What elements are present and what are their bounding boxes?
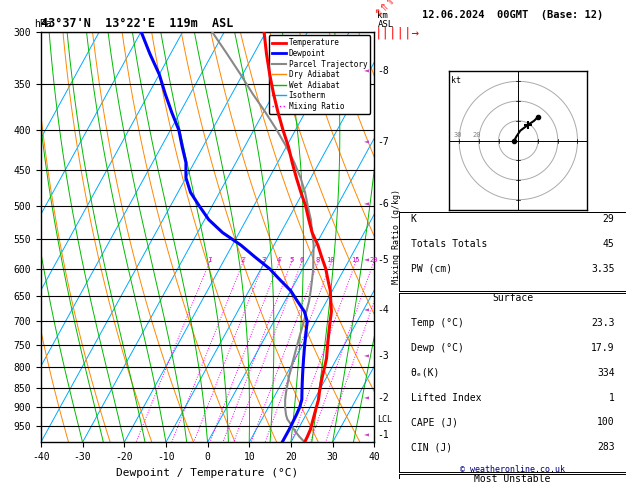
Text: Lifted Index: Lifted Index [411,393,481,402]
Text: Most Unstable: Most Unstable [474,474,551,484]
Text: 29: 29 [603,214,615,225]
Text: θₑ(K): θₑ(K) [411,368,440,378]
Text: ◄: ◄ [364,431,369,440]
Text: K: K [411,214,416,225]
Text: CAPE (J): CAPE (J) [411,417,458,427]
Text: 3.35: 3.35 [591,264,615,274]
Text: ⇑⇑⇑: ⇑⇑⇑ [370,0,398,19]
Text: km
ASL: km ASL [377,11,394,29]
Text: Totals Totals: Totals Totals [411,239,487,249]
Text: ◄: ◄ [364,200,369,208]
Text: 15: 15 [351,257,360,263]
Text: 8: 8 [316,257,320,263]
X-axis label: Dewpoint / Temperature (°C): Dewpoint / Temperature (°C) [116,468,299,478]
Text: 45: 45 [603,239,615,249]
Text: ◄: ◄ [364,393,369,402]
Text: 43°37'N  13°22'E  119m  ASL: 43°37'N 13°22'E 119m ASL [41,17,233,31]
Text: 334: 334 [597,368,615,378]
Text: -3: -3 [377,351,389,361]
Text: -7: -7 [377,137,389,147]
Text: 10: 10 [326,257,335,263]
Legend: Temperature, Dewpoint, Parcel Trajectory, Dry Adiabat, Wet Adiabat, Isotherm, Mi: Temperature, Dewpoint, Parcel Trajectory… [269,35,370,114]
Text: ◄: ◄ [364,256,369,264]
Text: 17.9: 17.9 [591,343,615,353]
Text: 283: 283 [597,442,615,452]
Text: -6: -6 [377,199,389,209]
Text: ◄: ◄ [364,306,369,315]
Text: ◄: ◄ [364,352,369,361]
Text: 1: 1 [207,257,211,263]
Text: Mixing Ratio (g/kg): Mixing Ratio (g/kg) [392,190,401,284]
Text: 30: 30 [453,132,462,138]
Text: kt: kt [450,76,460,85]
Text: 12.06.2024  00GMT  (Base: 12): 12.06.2024 00GMT (Base: 12) [422,10,603,19]
Text: 3: 3 [262,257,265,263]
Text: 2: 2 [241,257,245,263]
Text: CIN (J): CIN (J) [411,442,452,452]
Text: Temp (°C): Temp (°C) [411,318,464,328]
Text: 100: 100 [597,417,615,427]
Text: -1: -1 [377,430,389,440]
Text: 4: 4 [277,257,281,263]
Text: |||||→: |||||→ [374,27,420,40]
Text: 20: 20 [473,132,481,138]
Text: 20: 20 [369,257,377,263]
Text: Surface: Surface [492,294,533,303]
Text: 5: 5 [289,257,293,263]
Text: LCL: LCL [377,415,392,424]
Text: Dewp (°C): Dewp (°C) [411,343,464,353]
Text: 6: 6 [299,257,303,263]
Text: -4: -4 [377,305,389,315]
Text: -2: -2 [377,393,389,402]
Text: ◄: ◄ [364,67,369,76]
Text: ◄: ◄ [364,137,369,146]
Text: -5: -5 [377,255,389,265]
Text: © weatheronline.co.uk: © weatheronline.co.uk [460,465,565,474]
Text: -8: -8 [377,67,389,76]
Text: 23.3: 23.3 [591,318,615,328]
Text: hPa: hPa [35,19,52,29]
Text: 1: 1 [609,393,615,402]
Text: PW (cm): PW (cm) [411,264,452,274]
